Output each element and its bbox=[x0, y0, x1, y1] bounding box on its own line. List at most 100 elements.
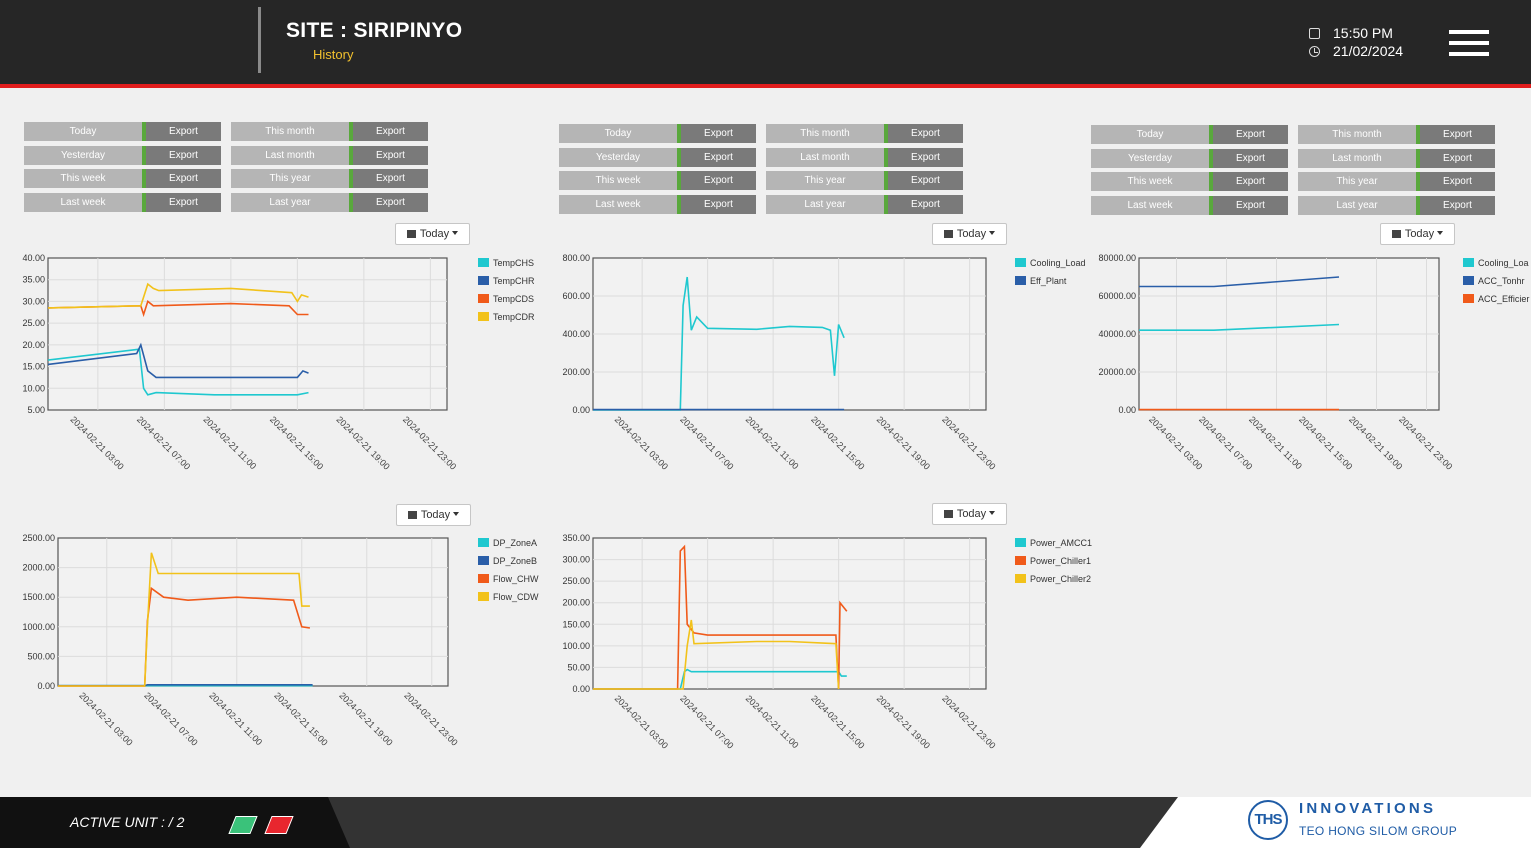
header-divider bbox=[258, 7, 261, 73]
export-button[interactable]: Export bbox=[884, 194, 963, 214]
range-button-pair: Yesterday Export bbox=[559, 147, 756, 167]
range-this-month-button[interactable]: This month bbox=[1298, 125, 1416, 144]
y-tick-label: 2500.00 bbox=[22, 533, 55, 543]
range-today-button[interactable]: Today bbox=[1091, 125, 1209, 144]
x-tick-label: 2024-02-21 23:00 bbox=[940, 414, 997, 471]
export-button[interactable]: Export bbox=[1209, 195, 1288, 215]
export-button[interactable]: Export bbox=[1416, 195, 1495, 215]
x-tick-label: 2024-02-21 19:00 bbox=[875, 414, 932, 471]
x-tick-label: 2024-02-21 15:00 bbox=[809, 693, 866, 750]
export-button[interactable]: Export bbox=[1209, 148, 1288, 168]
period-dropdown-4[interactable]: Today bbox=[396, 504, 471, 526]
legend-swatch bbox=[1463, 258, 1474, 267]
y-tick-label: 600.00 bbox=[562, 291, 590, 301]
y-tick-label: 1500.00 bbox=[22, 592, 55, 602]
y-tick-label: 100.00 bbox=[562, 641, 590, 651]
y-tick-label: 200.00 bbox=[562, 598, 590, 608]
x-tick-label: 2024-02-21 11:00 bbox=[207, 690, 264, 747]
range-this-year-button[interactable]: This year bbox=[766, 171, 884, 190]
legend-swatch bbox=[478, 574, 489, 583]
range-this-week-button[interactable]: This week bbox=[24, 169, 142, 188]
export-button[interactable]: Export bbox=[142, 192, 221, 212]
range-this-month-button[interactable]: This month bbox=[231, 122, 349, 141]
range-this-year-button[interactable]: This year bbox=[231, 169, 349, 188]
series-line-tempcdr bbox=[47, 282, 309, 309]
export-button[interactable]: Export bbox=[1209, 172, 1288, 191]
range-last-week-button[interactable]: Last week bbox=[24, 192, 142, 212]
range-today-button[interactable]: Today bbox=[24, 122, 142, 141]
legend-swatch bbox=[1015, 574, 1026, 583]
export-button[interactable]: Export bbox=[1416, 172, 1495, 191]
export-button[interactable]: Export bbox=[1416, 148, 1495, 168]
series-line-cooling_loa bbox=[1139, 323, 1340, 332]
current-date: 21/02/2024 bbox=[1333, 43, 1404, 59]
export-button[interactable]: Export bbox=[677, 147, 756, 167]
legend-swatch bbox=[1015, 556, 1026, 565]
range-last-year-button[interactable]: Last year bbox=[1298, 195, 1416, 215]
legend-label: Cooling_Load bbox=[1030, 258, 1086, 268]
export-button[interactable]: Export bbox=[349, 145, 428, 165]
range-this-year-button[interactable]: This year bbox=[1298, 172, 1416, 191]
export-button[interactable]: Export bbox=[677, 171, 756, 190]
range-last-month-button[interactable]: Last month bbox=[1298, 148, 1416, 168]
header-accent-line bbox=[0, 84, 1531, 88]
series-line-tempchr bbox=[47, 342, 309, 379]
range-button-pair: Last month Export bbox=[1298, 148, 1495, 168]
range-yesterday-button[interactable]: Yesterday bbox=[1091, 148, 1209, 168]
export-button[interactable]: Export bbox=[884, 124, 963, 143]
range-button-pair: This year Export bbox=[766, 171, 963, 190]
y-tick-label: 150.00 bbox=[562, 619, 590, 629]
export-button[interactable]: Export bbox=[142, 145, 221, 165]
legend-swatch bbox=[1015, 276, 1026, 285]
hamburger-menu-icon[interactable] bbox=[1449, 30, 1489, 56]
range-this-week-button[interactable]: This week bbox=[1091, 172, 1209, 191]
range-this-month-button[interactable]: This month bbox=[766, 124, 884, 143]
series-line-tempcds bbox=[47, 300, 309, 318]
export-button[interactable]: Export bbox=[142, 122, 221, 141]
range-last-week-button[interactable]: Last week bbox=[1091, 195, 1209, 215]
range-button-pair: Yesterday Export bbox=[24, 145, 221, 165]
period-dropdown-3[interactable]: Today bbox=[1380, 223, 1455, 245]
legend-label: Power_Chiller1 bbox=[1030, 556, 1091, 566]
export-button[interactable]: Export bbox=[884, 147, 963, 167]
x-tick-label: 2024-02-21 23:00 bbox=[401, 414, 458, 471]
range-last-month-button[interactable]: Last month bbox=[766, 147, 884, 167]
range-yesterday-button[interactable]: Yesterday bbox=[559, 147, 677, 167]
range-last-year-button[interactable]: Last year bbox=[766, 194, 884, 214]
export-button[interactable]: Export bbox=[1416, 125, 1495, 144]
export-button[interactable]: Export bbox=[884, 171, 963, 190]
export-button[interactable]: Export bbox=[677, 124, 756, 143]
export-button[interactable]: Export bbox=[1209, 125, 1288, 144]
x-tick-label: 2024-02-21 11:00 bbox=[744, 414, 801, 471]
export-button[interactable]: Export bbox=[349, 169, 428, 188]
period-dropdown-5[interactable]: Today bbox=[932, 503, 1007, 525]
export-button[interactable]: Export bbox=[677, 194, 756, 214]
plot-area bbox=[592, 537, 987, 690]
range-button-pair: This week Export bbox=[559, 171, 756, 190]
y-tick-label: 2000.00 bbox=[22, 563, 55, 573]
range-button-pair: Last year Export bbox=[766, 194, 963, 214]
range-yesterday-button[interactable]: Yesterday bbox=[24, 145, 142, 165]
y-tick-label: 200.00 bbox=[562, 367, 590, 377]
export-button[interactable]: Export bbox=[142, 169, 221, 188]
export-button[interactable]: Export bbox=[349, 192, 428, 212]
x-tick-label: 2024-02-21 15:00 bbox=[268, 414, 325, 471]
period-dropdown-1[interactable]: Today bbox=[395, 223, 470, 245]
range-button-pair: Yesterday Export bbox=[1091, 148, 1288, 168]
range-last-week-button[interactable]: Last week bbox=[559, 194, 677, 214]
range-this-week-button[interactable]: This week bbox=[559, 171, 677, 190]
legend-label: TempCDS bbox=[493, 294, 534, 304]
range-button-pair: Today Export bbox=[559, 124, 756, 143]
calendar-icon bbox=[1391, 230, 1401, 238]
range-last-month-button[interactable]: Last month bbox=[231, 145, 349, 165]
legend-label: Eff_Plant bbox=[1030, 276, 1067, 286]
range-button-pair: This month Export bbox=[766, 124, 963, 143]
period-dropdown-2[interactable]: Today bbox=[932, 223, 1007, 245]
range-today-button[interactable]: Today bbox=[559, 124, 677, 143]
range-last-year-button[interactable]: Last year bbox=[231, 192, 349, 212]
export-button[interactable]: Export bbox=[349, 122, 428, 141]
y-tick-label: 25.00 bbox=[22, 318, 45, 328]
footer-logo-area bbox=[1140, 797, 1531, 848]
y-tick-label: 800.00 bbox=[562, 253, 590, 263]
